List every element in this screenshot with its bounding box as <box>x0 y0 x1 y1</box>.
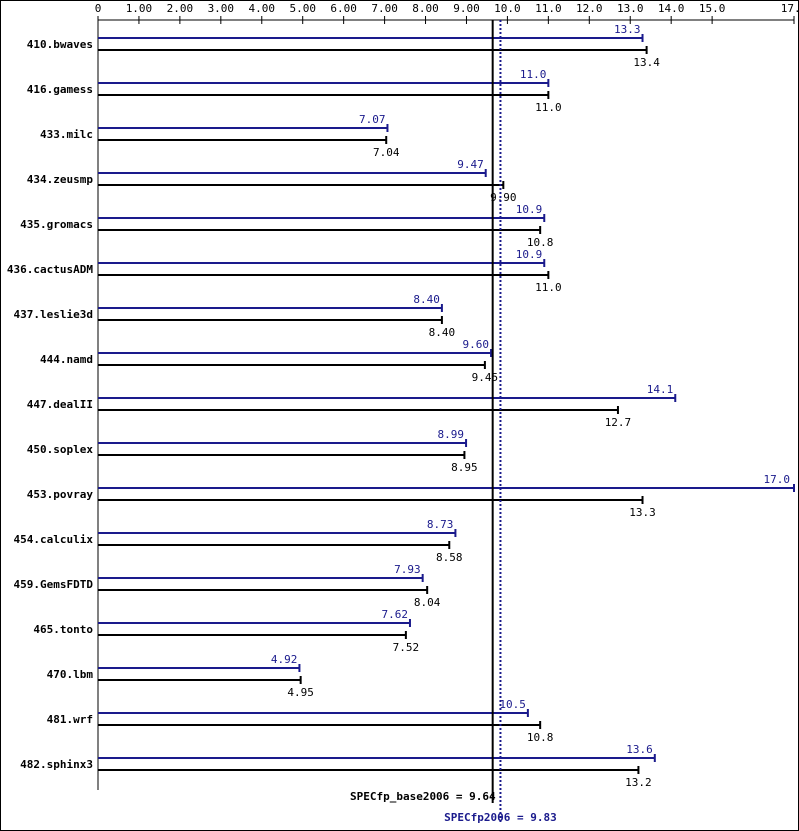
peak-value-label: 7.07 <box>359 113 386 126</box>
x-tick-label: 5.00 <box>289 2 316 15</box>
category-label: 454.calculix <box>14 533 94 546</box>
x-tick-label: 6.00 <box>330 2 357 15</box>
peak-value-label: 7.93 <box>394 563 421 576</box>
base-value-label: 8.95 <box>451 461 478 474</box>
base-value-label: 7.52 <box>393 641 420 654</box>
base-value-label: 13.2 <box>625 776 652 789</box>
base-value-label: 9.90 <box>490 191 517 204</box>
x-tick-label: 14.0 <box>658 2 685 15</box>
x-tick-label: 4.00 <box>249 2 276 15</box>
base-value-label: 11.0 <box>535 101 562 114</box>
category-label: 410.bwaves <box>27 38 93 51</box>
x-tick-label: 9.00 <box>453 2 480 15</box>
x-tick-label: 8.00 <box>412 2 439 15</box>
category-label: 459.GemsFDTD <box>14 578 94 591</box>
x-tick-label: 3.00 <box>208 2 235 15</box>
peak-value-label: 10.9 <box>516 203 543 216</box>
peak-summary-label: SPECfp2006 = 9.83 <box>444 811 557 824</box>
category-label: 482.sphinx3 <box>20 758 93 771</box>
category-label: 465.tonto <box>33 623 93 636</box>
category-label: 435.gromacs <box>20 218 93 231</box>
category-label: 416.gamess <box>27 83 93 96</box>
base-value-label: 11.0 <box>535 281 562 294</box>
peak-value-label: 7.62 <box>381 608 408 621</box>
x-tick-label: 17.0 <box>781 2 799 15</box>
base-value-label: 8.40 <box>429 326 456 339</box>
category-label: 436.cactusADM <box>7 263 93 276</box>
x-tick-label: 10.0 <box>494 2 521 15</box>
category-label: 481.wrf <box>47 713 93 726</box>
base-value-label: 13.3 <box>629 506 656 519</box>
base-value-label: 13.4 <box>633 56 660 69</box>
base-value-label: 10.8 <box>527 236 554 249</box>
base-value-label: 10.8 <box>527 731 554 744</box>
category-label: 450.soplex <box>27 443 94 456</box>
peak-value-label: 11.0 <box>520 68 547 81</box>
peak-value-label: 8.99 <box>438 428 465 441</box>
category-label: 444.namd <box>40 353 93 366</box>
peak-value-label: 14.1 <box>647 383 674 396</box>
peak-value-label: 10.9 <box>516 248 543 261</box>
category-label: 453.povray <box>27 488 94 501</box>
x-axis: 0 1.00 2.00 3.00 4.00 5.00 6.00 7.00 8.00 9.00 10.… <box>95 2 799 790</box>
peak-value-label: 8.73 <box>427 518 454 531</box>
x-tick-label: 11.0 <box>535 2 562 15</box>
base-value-label: 9.45 <box>472 371 499 384</box>
category-label: 437.leslie3d <box>14 308 93 321</box>
category-label: 470.lbm <box>47 668 94 681</box>
base-value-label: 12.7 <box>605 416 632 429</box>
base-value-label: 8.58 <box>436 551 463 564</box>
peak-value-label: 4.92 <box>271 653 298 666</box>
category-label: 434.zeusmp <box>27 173 94 186</box>
base-value-label: 8.04 <box>414 596 441 609</box>
base-value-label: 7.04 <box>373 146 400 159</box>
category-labels: 410.bwaves 416.gamess 433.milc 434.zeusmp 43… <box>7 38 93 771</box>
x-tick-label: 0 <box>95 2 102 15</box>
peak-value-label: 13.6 <box>626 743 653 756</box>
peak-value-label: 9.47 <box>457 158 484 171</box>
peak-value-label: 9.60 <box>463 338 490 351</box>
peak-value-label: 17.0 <box>764 473 791 486</box>
peak-value-label: 13.3 <box>614 23 641 36</box>
x-tick-label: 15.0 <box>699 2 726 15</box>
base-summary-label: SPECfp_base2006 = 9.64 <box>350 790 496 803</box>
category-label: 433.milc <box>40 128 93 141</box>
x-tick-label: 2.00 <box>167 2 194 15</box>
reference-lines: SPECfp_base2006 = 9.64 SPECfp2006 = 9.83 <box>350 20 557 824</box>
bars: 13.313.411.011.07.077.049.479.9010.910.8… <box>98 23 795 789</box>
x-tick-label: 1.00 <box>126 2 153 15</box>
peak-value-label: 8.40 <box>413 293 440 306</box>
category-label: 447.dealII <box>27 398 93 411</box>
base-value-label: 4.95 <box>287 686 314 699</box>
x-tick-label: 7.00 <box>371 2 398 15</box>
x-tick-label: 12.0 <box>576 2 603 15</box>
x-tick-label: 13.0 <box>617 2 644 15</box>
peak-value-label: 10.5 <box>499 698 526 711</box>
